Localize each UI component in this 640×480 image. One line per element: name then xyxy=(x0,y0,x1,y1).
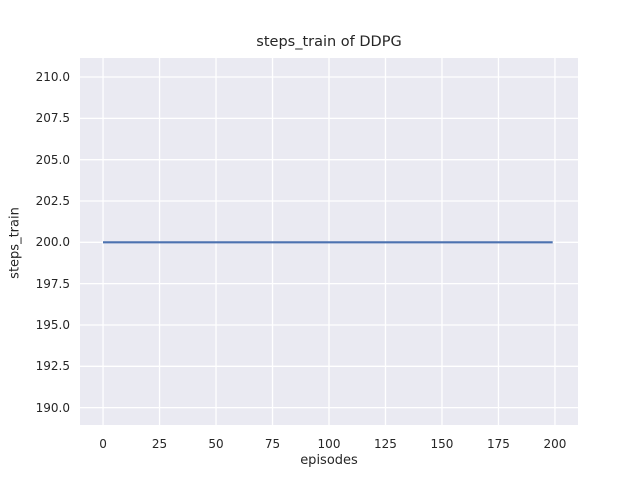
x-tick-label: 0 xyxy=(99,437,107,451)
plot-area xyxy=(80,58,578,425)
y-tick-label: 195.0 xyxy=(35,317,70,332)
y-tick-label: 202.5 xyxy=(35,193,70,208)
y-tick-label: 207.5 xyxy=(35,111,70,126)
y-tick-label: 192.5 xyxy=(35,359,70,374)
x-tick-label: 50 xyxy=(208,437,224,451)
x-tick-label: 125 xyxy=(374,437,397,451)
x-tick-label: 25 xyxy=(151,437,168,451)
x-tick-label: 75 xyxy=(264,437,281,451)
x-tick-label: 150 xyxy=(430,437,454,451)
y-tick-label: 197.5 xyxy=(35,276,70,291)
x-tick-label: 100 xyxy=(317,437,341,451)
x-axis-label: episodes xyxy=(300,453,358,468)
y-tick-label: 205.0 xyxy=(35,152,70,167)
y-tick-label: 200.0 xyxy=(35,235,70,250)
plot-canvas xyxy=(80,58,578,425)
x-tick-label: 175 xyxy=(487,437,510,451)
chart-title: steps_train of DDPG xyxy=(256,34,402,50)
y-tick-label: 210.0 xyxy=(35,70,70,84)
y-tick-label: 190.0 xyxy=(35,400,70,415)
x-tick-label: 200 xyxy=(543,437,567,451)
